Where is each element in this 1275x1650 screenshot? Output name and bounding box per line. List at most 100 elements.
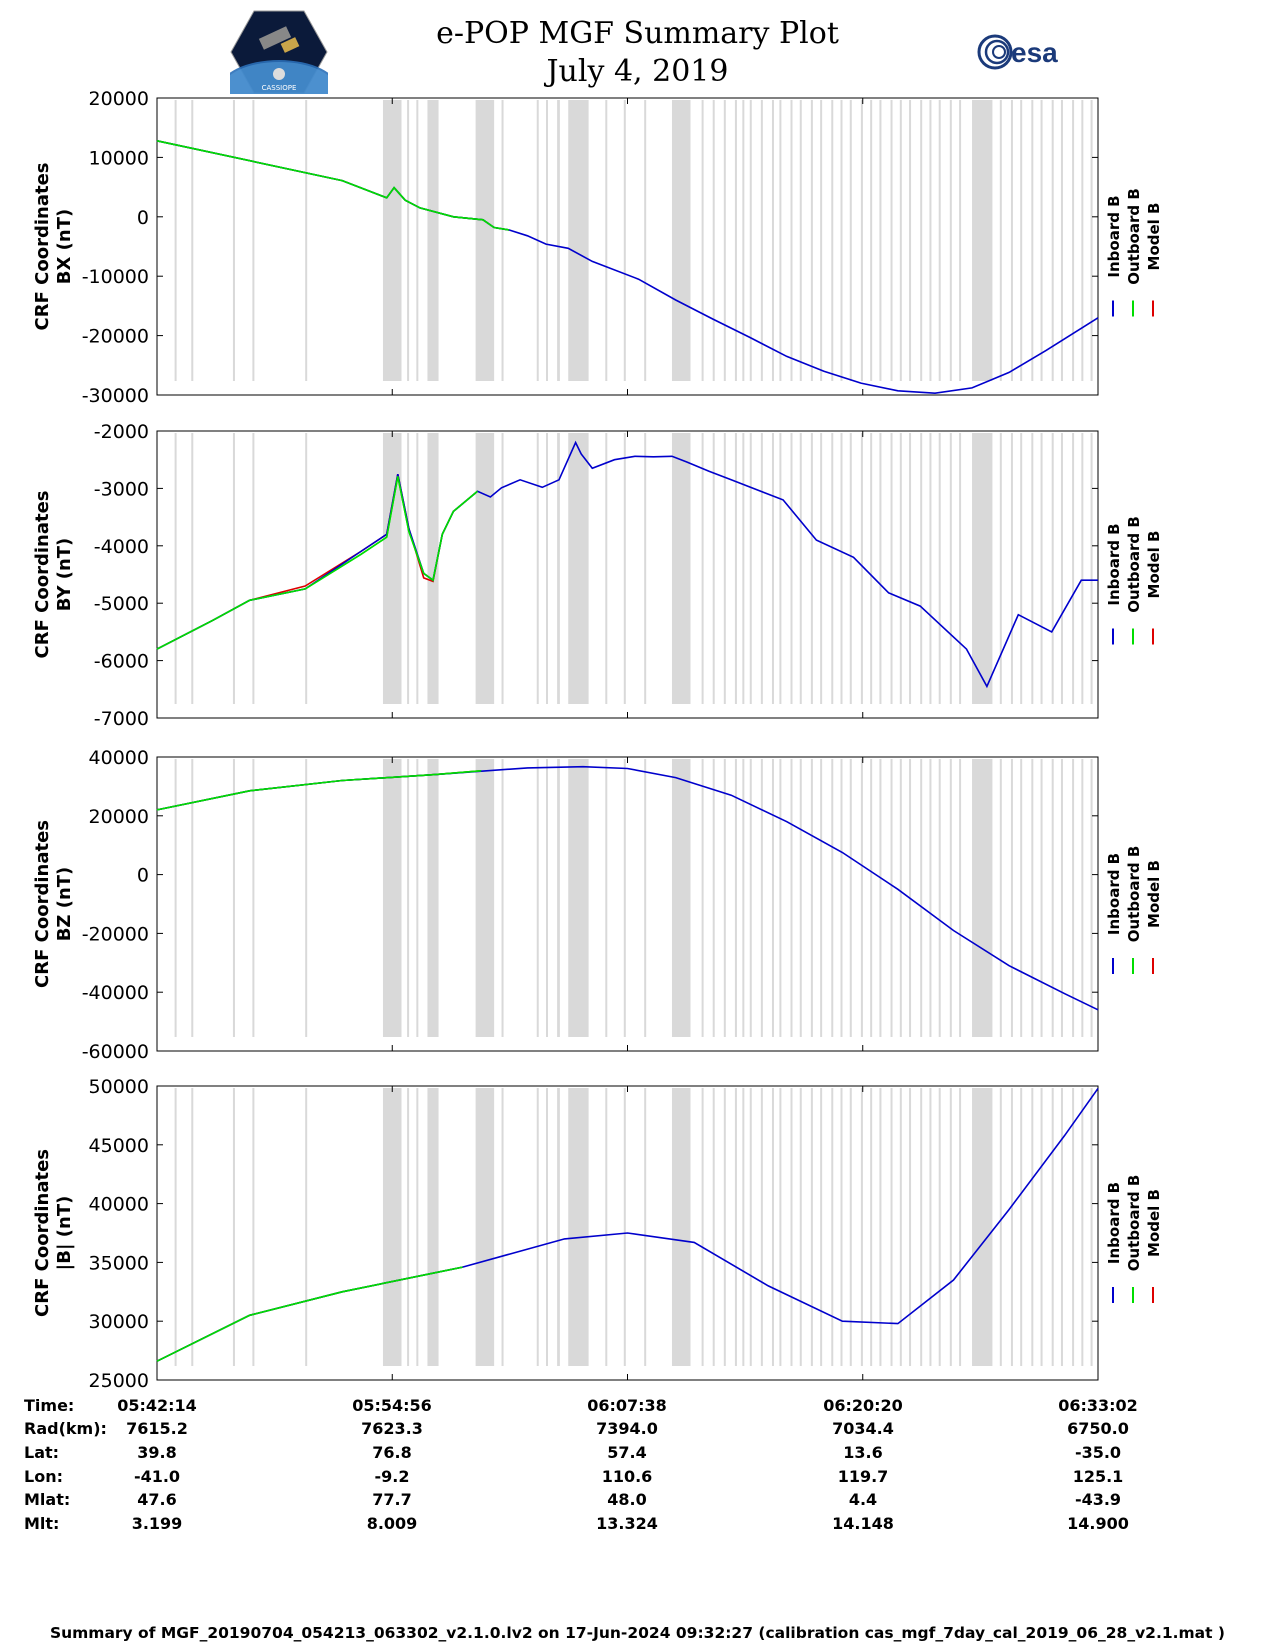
gap-band: [671, 433, 691, 704]
gap-band: [416, 1088, 419, 1366]
gap-band: [734, 100, 737, 381]
gap-band: [734, 1088, 737, 1366]
gap-band: [623, 1088, 626, 1366]
gap-band: [742, 100, 745, 381]
series-line-outboard-overlay: [156, 1266, 463, 1362]
gap-band: [938, 759, 941, 1037]
series-line-inboard: [156, 140, 1099, 395]
legend-label: Inboard B: [1105, 1182, 1123, 1264]
series-line-outboard-overlay: [156, 476, 479, 650]
gap-band: [1010, 759, 1013, 1037]
gap-band: [545, 433, 548, 704]
series-line-inboard: [156, 440, 1098, 689]
gap-band: [760, 433, 763, 704]
gap-band: [999, 433, 1002, 704]
gap-band: [860, 433, 863, 704]
gap-band: [501, 759, 504, 1037]
gap-band: [879, 759, 882, 1037]
series-line-outboard-overlay: [156, 770, 482, 811]
gap-band: [840, 759, 843, 1037]
gap-band: [623, 759, 626, 1037]
legend-label: Model B: [1145, 203, 1163, 271]
gap-band: [1051, 433, 1054, 704]
y-tick-label: -60000: [82, 1041, 149, 1063]
gap-band: [749, 433, 752, 704]
gap-band: [1090, 100, 1093, 381]
gap-band: [879, 1088, 882, 1366]
gap-band: [382, 1088, 402, 1366]
gap-band: [407, 759, 410, 1037]
footer-caption: Summary of MGF_20190704_054213_063302_v2…: [49, 1624, 1226, 1642]
gap-band: [427, 100, 439, 381]
gap-band: [959, 759, 962, 1037]
gap-band: [779, 433, 782, 704]
gap-band: [475, 100, 495, 381]
gap-band: [749, 100, 752, 381]
gap-band: [831, 433, 834, 704]
gap-band: [623, 433, 626, 704]
gap-band: [427, 1088, 439, 1366]
legend-label: Outboard B: [1125, 1175, 1143, 1272]
gap-band: [929, 1088, 932, 1366]
gap-band: [972, 1088, 993, 1366]
gap-band: [1090, 759, 1093, 1037]
gap-band: [723, 100, 726, 381]
gap-band: [416, 759, 419, 1037]
gap-band: [1031, 100, 1034, 381]
gap-band: [959, 433, 962, 704]
y-tick-label: -40000: [82, 982, 149, 1004]
gap-band: [623, 100, 626, 381]
gap-band: [605, 1088, 608, 1366]
gap-band: [1020, 1088, 1023, 1366]
gap-band: [760, 759, 763, 1037]
gap-band: [890, 100, 893, 381]
gap-band: [820, 100, 823, 381]
gap-band: [475, 1088, 495, 1366]
y-tick-label: -30000: [82, 385, 149, 407]
gap-band: [860, 1088, 863, 1366]
gap-band: [382, 100, 402, 381]
gap-band: [1060, 100, 1063, 381]
gap-band: [557, 433, 560, 704]
gap-band: [1081, 100, 1084, 381]
gap-band: [1020, 759, 1023, 1037]
plot-title: e-POP MGF Summary Plot: [436, 16, 839, 51]
y-tick-label: 20000: [89, 806, 149, 828]
gap-band: [771, 100, 774, 381]
gap-band: [1031, 759, 1034, 1037]
gap-band: [949, 433, 952, 704]
cassiope-logo: CASSIOPE: [230, 10, 328, 94]
gap-band: [890, 759, 893, 1037]
gap-band: [890, 1088, 893, 1366]
gap-band: [810, 100, 813, 381]
gap-band: [1051, 1088, 1054, 1366]
gap-band: [959, 1088, 962, 1366]
gap-band: [1020, 100, 1023, 381]
gap-band: [760, 1088, 763, 1366]
gap-band: [382, 759, 402, 1037]
y-tick-label: -5000: [94, 593, 149, 615]
gap-band: [870, 433, 873, 704]
gap-band: [191, 1088, 194, 1366]
gap-band: [929, 759, 932, 1037]
gap-band: [1040, 433, 1043, 704]
gap-band: [305, 433, 308, 704]
gap-band: [840, 100, 843, 381]
plot-date: July 4, 2019: [546, 54, 729, 89]
gap-band: [840, 1088, 843, 1366]
gap-band: [860, 759, 863, 1037]
gap-band: [712, 759, 715, 1037]
gap-band: [779, 100, 782, 381]
gap-band: [771, 433, 774, 704]
legend-label: Outboard B: [1125, 516, 1143, 613]
gap-band: [723, 433, 726, 704]
y-tick-label: -10000: [82, 266, 149, 288]
gap-band: [305, 759, 308, 1037]
gap-band: [760, 100, 763, 381]
gap-band: [252, 1088, 255, 1366]
gap-band: [909, 1088, 912, 1366]
gap-band: [1090, 1088, 1093, 1366]
gap-band: [890, 433, 893, 704]
legend-label: Inboard B: [1105, 523, 1123, 605]
gap-band: [701, 1088, 704, 1366]
